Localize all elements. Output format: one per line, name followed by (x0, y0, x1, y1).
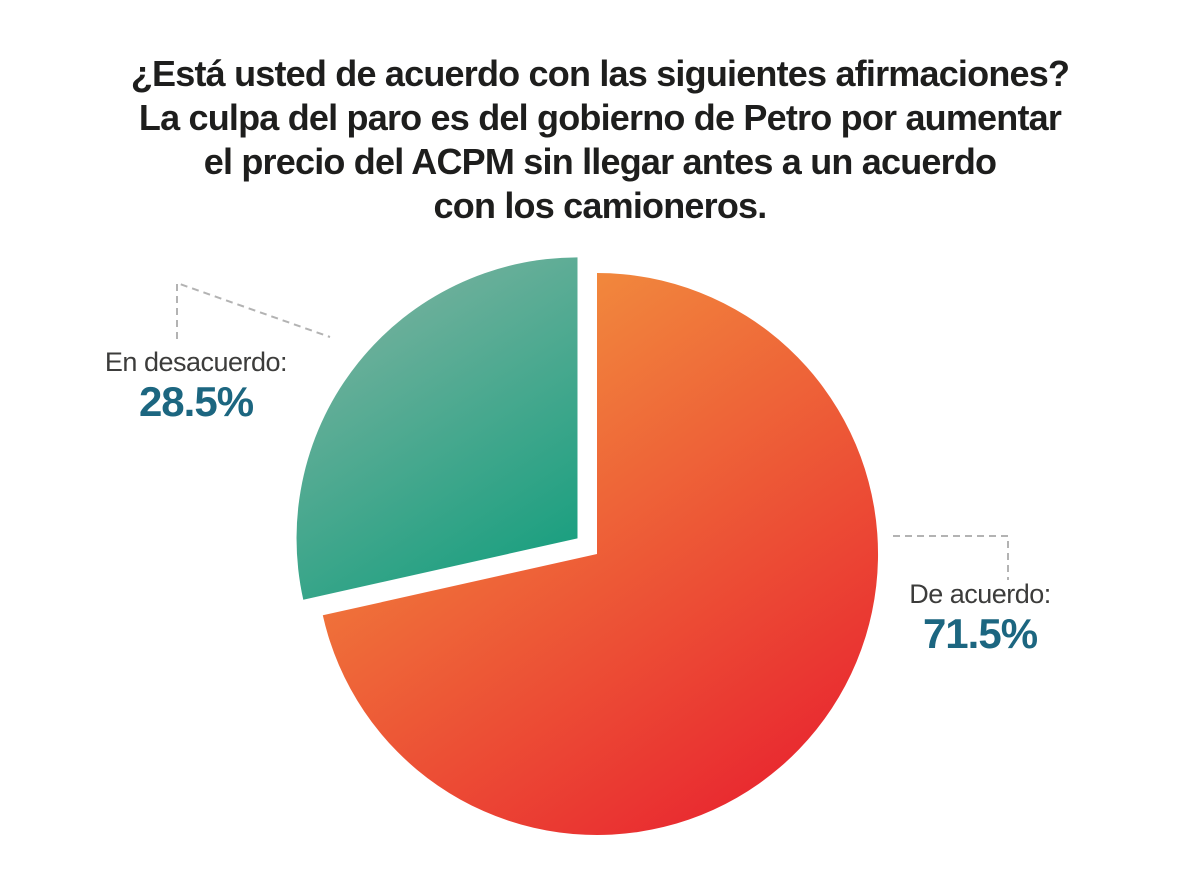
callout-en-desacuerdo: En desacuerdo: 28.5% (58, 346, 334, 425)
chart-title: ¿Está usted de acuerdo con las siguiente… (130, 53, 1070, 226)
leader-line-de-acuerdo (893, 535, 1009, 580)
callout-label-en-desacuerdo: En desacuerdo: (104, 347, 288, 377)
callout-de-acuerdo: De acuerdo: 71.5% (844, 578, 1116, 657)
callout-value-de-acuerdo: 71.5% (922, 610, 1038, 657)
leader-line-en-desacuerdo (176, 281, 331, 339)
callout-label-de-acuerdo: De acuerdo: (909, 579, 1051, 609)
pie-slice-de-acuerdo (322, 273, 879, 835)
pie-slice-en-desacuerdo (296, 257, 578, 600)
callout-value-en-desacuerdo: 28.5% (138, 378, 254, 425)
